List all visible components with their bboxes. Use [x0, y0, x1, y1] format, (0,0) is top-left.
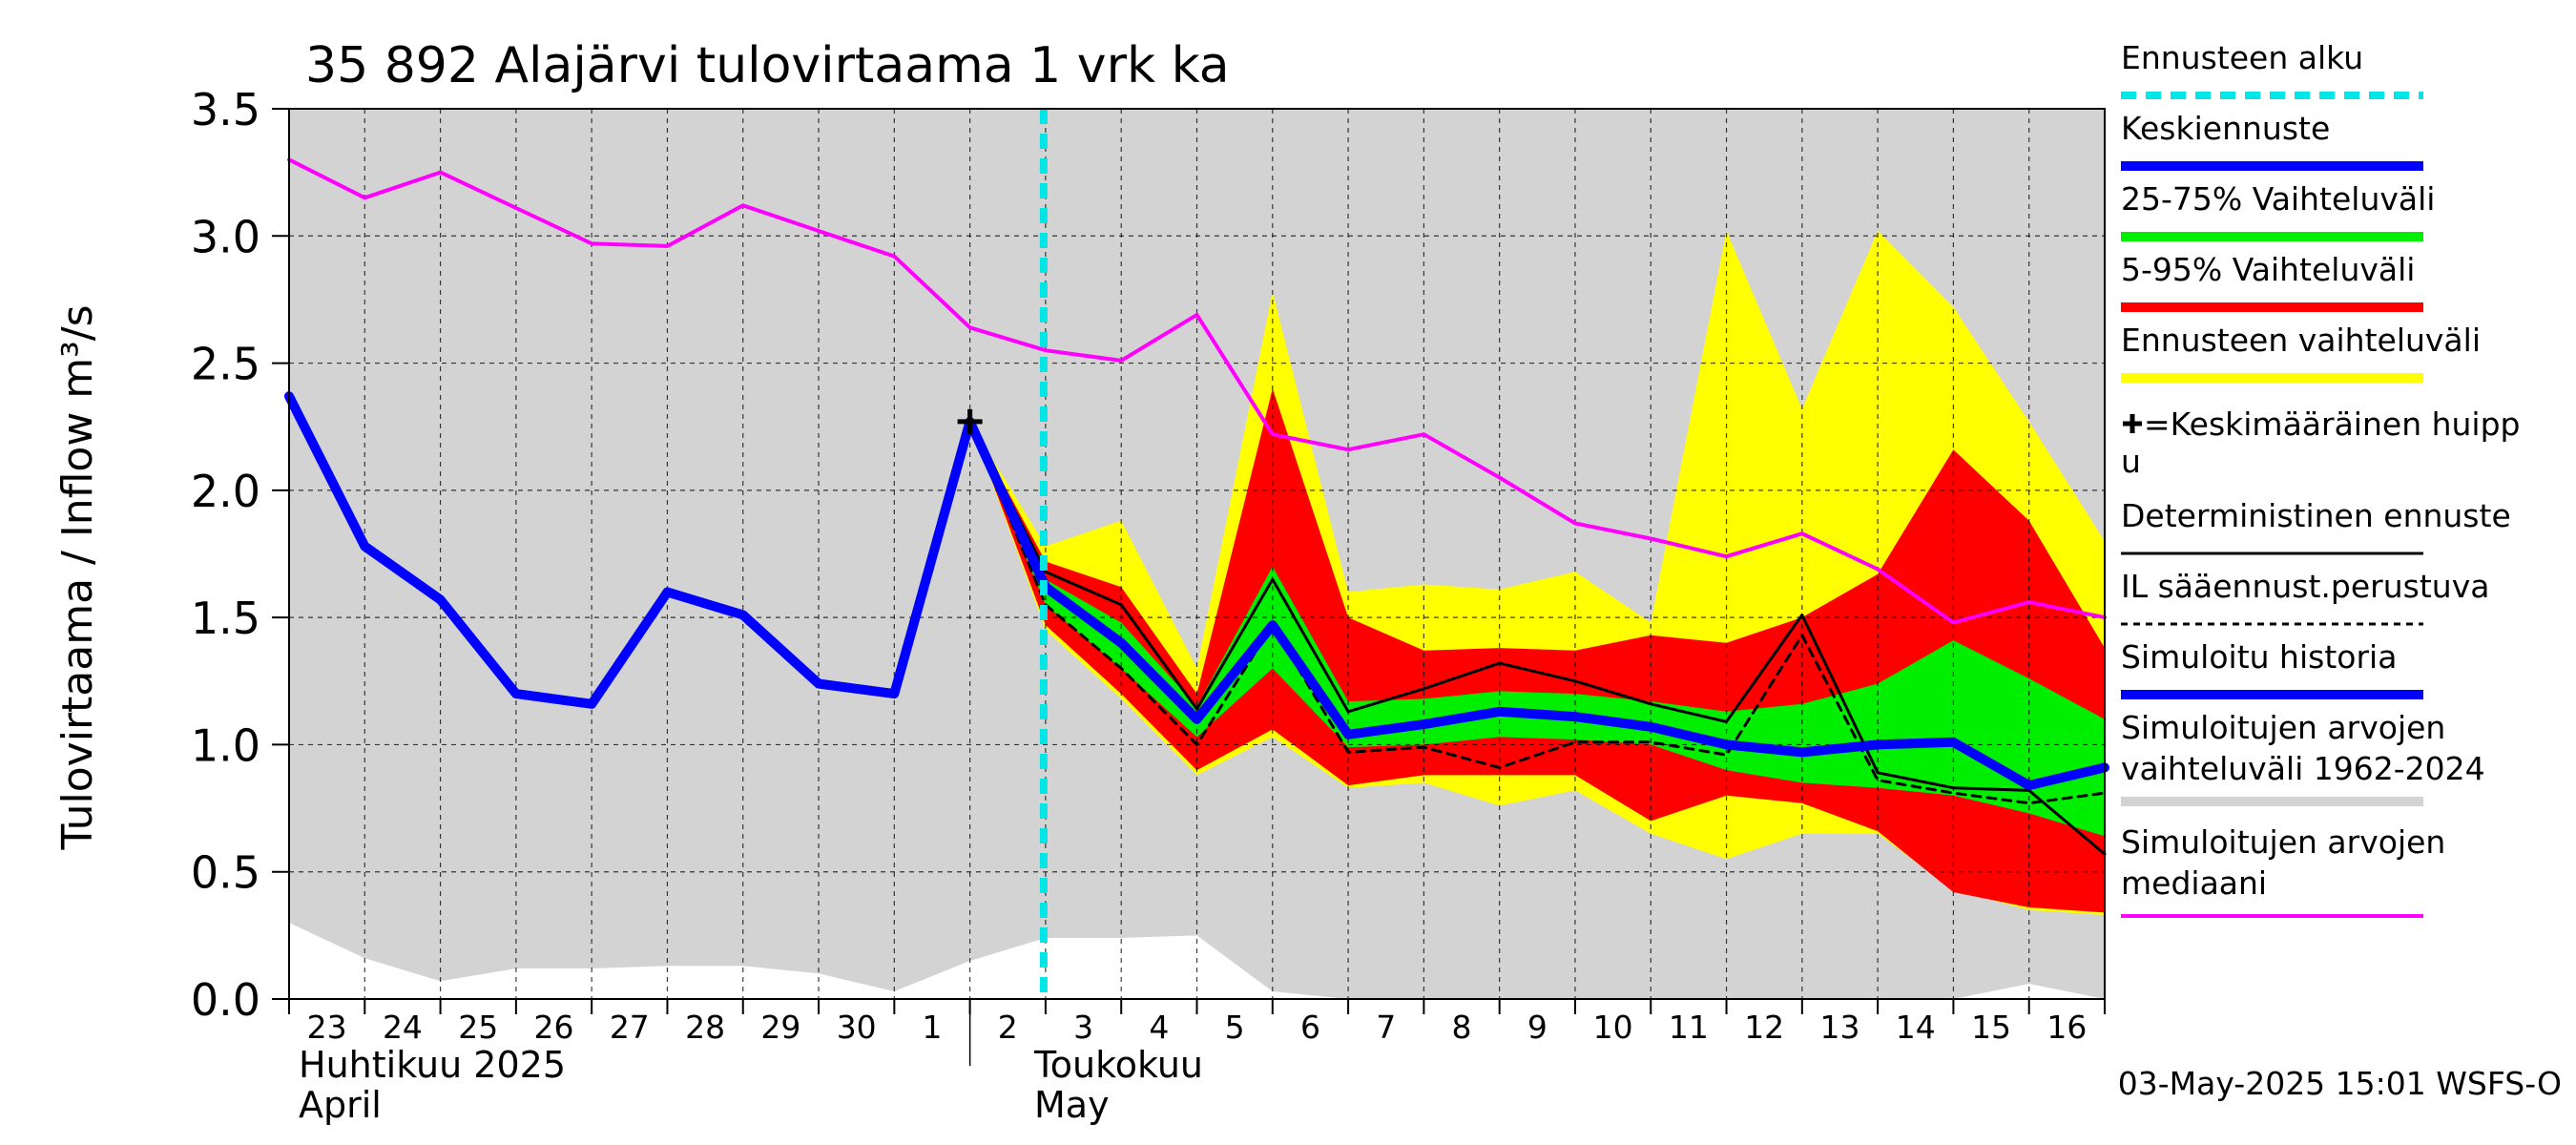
y-tick-label: 0.5 — [191, 847, 260, 899]
mean-forecast-line — [1040, 582, 2109, 791]
legend-label: =Keskimääräinen huipp — [2144, 406, 2521, 443]
y-tick-label: 2.0 — [191, 466, 260, 517]
legend-label: mediaani — [2121, 864, 2267, 902]
x-tick-label: 28 — [685, 1009, 725, 1046]
legend-label: IL sääennust.perustuva — [2121, 568, 2489, 605]
x-tick-label: 1 — [922, 1009, 942, 1046]
y-tick-label: 1.5 — [191, 593, 260, 644]
y-tick-label: 2.5 — [191, 339, 260, 390]
x-tick-label: 15 — [1971, 1009, 2011, 1046]
x-tick-label: 8 — [1452, 1009, 1472, 1046]
legend-label: Ennusteen alku — [2121, 39, 2363, 76]
legend-label: 25-75% Vaihteluväli — [2121, 180, 2435, 218]
legend-label: u — [2121, 443, 2141, 480]
x-tick-label: 16 — [2046, 1009, 2087, 1046]
x-tick-label: 26 — [534, 1009, 574, 1046]
p25-75-band — [969, 421, 2105, 837]
mean-peak-marker — [957, 408, 983, 434]
x-tick-label: 4 — [1149, 1009, 1169, 1046]
plot-area — [284, 109, 2109, 999]
legend-label: Deterministinen ennuste — [2121, 497, 2511, 534]
x-tick-label: 27 — [610, 1009, 650, 1046]
month-label-en: May — [1034, 1084, 1110, 1126]
x-tick-label: 30 — [837, 1009, 877, 1046]
y-tick-label: 3.0 — [191, 211, 260, 262]
axes: 0.00.51.01.52.02.53.03.523 24 25 26 27 28 29 30… — [191, 84, 2106, 1126]
x-tick-label: 29 — [760, 1009, 800, 1046]
x-tick-label: 23 — [307, 1009, 347, 1046]
x-tick-label: 24 — [383, 1009, 423, 1046]
footer-timestamp: 03-May-2025 15:01 WSFS-O — [2118, 1065, 2562, 1102]
x-tick-label: 11 — [1669, 1009, 1709, 1046]
legend-label: Simuloitujen arvojen — [2121, 709, 2445, 746]
x-tick-label: 25 — [458, 1009, 498, 1046]
y-axis-label: Tulovirtaama / Inflow m³/s — [53, 304, 102, 850]
y-tick-label: 0.0 — [191, 974, 260, 1026]
x-tick-label: 9 — [1527, 1009, 1548, 1046]
y-tick-label: 1.0 — [191, 719, 260, 771]
legend-label: Simuloitujen arvojen — [2121, 823, 2445, 861]
month-label-fi: Huhtikuu 2025 — [299, 1044, 566, 1086]
legend-peak-symbol — [2123, 414, 2142, 433]
legend-label: Keskiennuste — [2121, 110, 2330, 147]
x-tick-label: 14 — [1896, 1009, 1936, 1046]
x-tick-label: 10 — [1593, 1009, 1633, 1046]
median-line — [287, 157, 2107, 625]
x-tick-label: 12 — [1744, 1009, 1784, 1046]
x-tick-label: 3 — [1073, 1009, 1093, 1046]
chart-title: 35 892 Alajärvi tulovirtaama 1 vrk ka — [305, 37, 1230, 94]
x-tick-label: 7 — [1376, 1009, 1396, 1046]
il-forecast-line — [968, 420, 2107, 805]
month-label-fi: Toukokuu — [1033, 1044, 1203, 1086]
legend-label: 5-95% Vaihteluväli — [2121, 251, 2415, 288]
x-tick-label: 13 — [1819, 1009, 1859, 1046]
x-tick-label: 2 — [998, 1009, 1018, 1046]
simulated-history-line — [284, 391, 1050, 709]
month-label-en: April — [299, 1084, 382, 1126]
y-tick-label: 3.5 — [191, 84, 260, 135]
x-tick-label: 5 — [1225, 1009, 1245, 1046]
legend-label: vaihteluväli 1962-2024 — [2121, 750, 2485, 787]
legend: Ennusteen alku Keskiennuste 25-75% Vaihtel… — [2121, 39, 2521, 918]
x-tick-label: 6 — [1300, 1009, 1320, 1046]
deterministic-line — [968, 420, 2107, 856]
legend-label: Ennusteen vaihteluväli — [2121, 322, 2481, 359]
legend-label: Simuloitu historia — [2121, 638, 2397, 676]
